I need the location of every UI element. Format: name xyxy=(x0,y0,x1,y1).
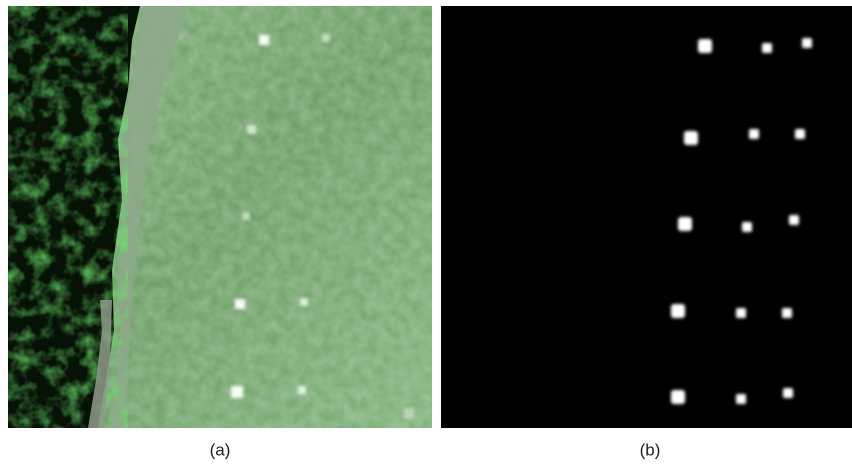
panel-label: (b) xyxy=(640,440,661,459)
panel-a-image xyxy=(8,6,432,428)
panel-b-image xyxy=(441,6,852,428)
page: (a) (b) (() => { const data = JSON.parse… xyxy=(0,0,852,464)
figure: (a) (b) xyxy=(0,0,852,464)
panel-label: (a) xyxy=(210,440,231,459)
